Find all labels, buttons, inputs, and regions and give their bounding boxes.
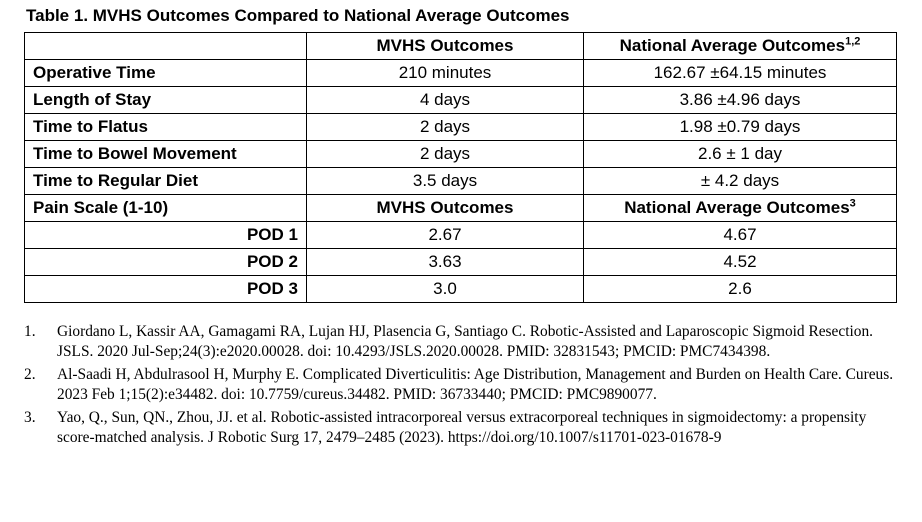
reference-number: 2. (24, 366, 36, 383)
pod-national-value: 4.52 (583, 248, 897, 276)
header-national-sup: 1,2 (845, 35, 861, 48)
header-mvhs: MVHS Outcomes (306, 32, 584, 60)
national-value: 1.98 ±0.79 days (583, 113, 897, 141)
pain-row: POD 2 3.63 4.52 (24, 248, 897, 276)
reference-text: Giordano L, Kassir AA, Gamagami RA, Luja… (57, 323, 873, 360)
row-label: Length of Stay (24, 86, 307, 114)
pain-header-mvhs: MVHS Outcomes (306, 194, 584, 222)
reference-text: Al-Saadi H, Abdulrasool H, Murphy E. Com… (57, 366, 894, 403)
header-national: National Average Outcomes1,2 (583, 32, 897, 60)
national-value: 162.67 ±64.15 minutes (583, 59, 897, 87)
reference-text: Yao, Q., Sun, QN., Zhou, JJ. et al. Robo… (57, 409, 867, 446)
pod-national-value: 4.67 (583, 221, 897, 249)
reference-item: 3. Yao, Q., Sun, QN., Zhou, JJ. et al. Ro… (24, 408, 904, 448)
table-row: Operative Time 210 minutes 162.67 ±64.15 m… (24, 59, 897, 87)
pain-header-national: National Average Outcomes3 (583, 194, 897, 222)
table-row: Time to Bowel Movement 2 days 2.6 ± 1 day (24, 140, 897, 168)
table-row: Time to Regular Diet 3.5 days ± 4.2 days (24, 167, 897, 195)
pod-label: POD 2 (24, 248, 307, 276)
header-empty-cell (24, 32, 307, 60)
table-caption: Table 1. MVHS Outcomes Compared to Natio… (26, 6, 570, 25)
row-label: Time to Regular Diet (24, 167, 307, 195)
reference-list: 1. Giordano L, Kassir AA, Gamagami RA, Lu… (24, 322, 904, 451)
pod-label: POD 3 (24, 275, 307, 303)
reference-number: 3. (24, 409, 36, 426)
mvhs-value: 4 days (306, 86, 584, 114)
reference-item: 1. Giordano L, Kassir AA, Gamagami RA, Lu… (24, 322, 904, 362)
pod-label: POD 1 (24, 221, 307, 249)
header-national-label: National Average Outcomes (619, 36, 846, 55)
outcomes-table: MVHS Outcomes National Average Outcomes1… (24, 32, 897, 303)
table-row: Time to Flatus 2 days 1.98 ±0.79 days (24, 113, 897, 141)
mvhs-value: 2 days (306, 113, 584, 141)
pod-national-value: 2.6 (583, 275, 897, 303)
pain-scale-label: Pain Scale (1-10) (24, 194, 307, 222)
row-label: Time to Flatus (24, 113, 307, 141)
national-value: 3.86 ±4.96 days (583, 86, 897, 114)
mvhs-value: 3.5 days (306, 167, 584, 195)
row-label: Operative Time (24, 59, 307, 87)
national-value: ± 4.2 days (583, 167, 897, 195)
table-row: Length of Stay 4 days 3.86 ±4.96 days (24, 86, 897, 114)
pod-mvhs-value: 3.0 (306, 275, 584, 303)
header-row: MVHS Outcomes National Average Outcomes1… (24, 32, 897, 60)
reference-number: 1. (24, 323, 36, 340)
reference-item: 2. Al-Saadi H, Abdulrasool H, Murphy E. C… (24, 365, 904, 405)
pod-mvhs-value: 3.63 (306, 248, 584, 276)
mvhs-value: 210 minutes (306, 59, 584, 87)
pain-row: POD 3 3.0 2.6 (24, 275, 897, 303)
mvhs-value: 2 days (306, 140, 584, 168)
pain-row: POD 1 2.67 4.67 (24, 221, 897, 249)
pain-header-row: Pain Scale (1-10) MVHS Outcomes National A… (24, 194, 897, 222)
row-label: Time to Bowel Movement (24, 140, 307, 168)
pod-mvhs-value: 2.67 (306, 221, 584, 249)
national-value: 2.6 ± 1 day (583, 140, 897, 168)
pain-header-national-sup: 3 (849, 197, 856, 210)
pain-header-national-label: National Average Outcomes (624, 198, 850, 217)
